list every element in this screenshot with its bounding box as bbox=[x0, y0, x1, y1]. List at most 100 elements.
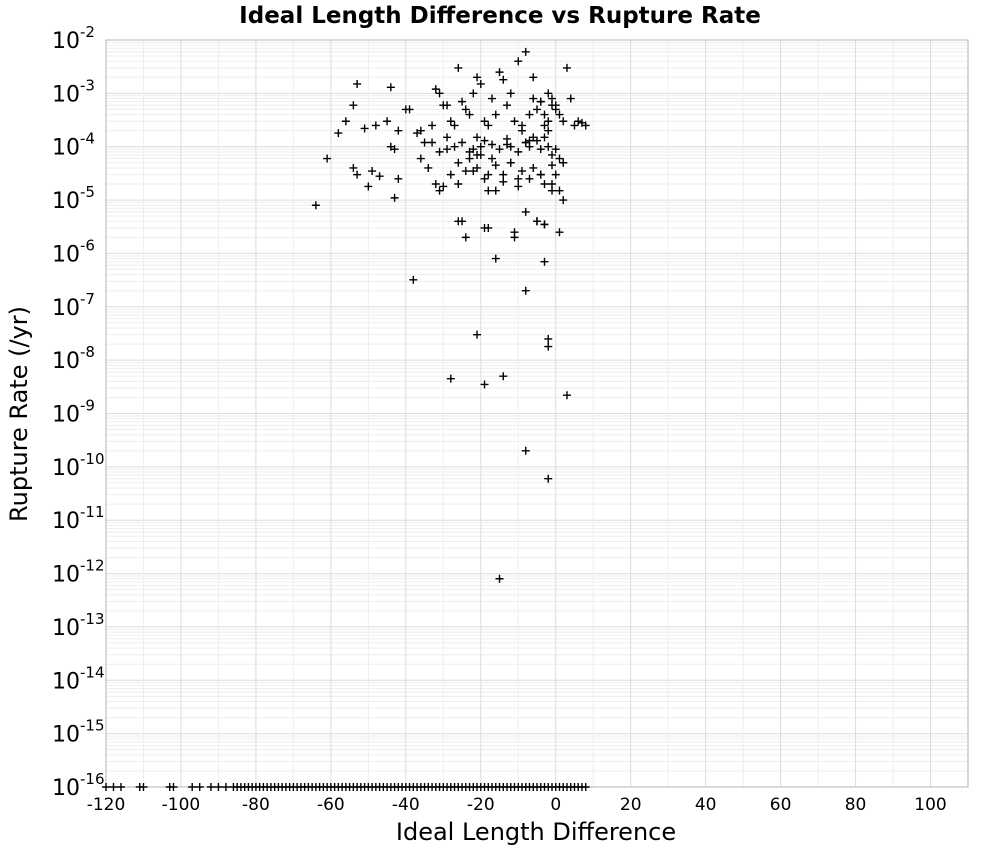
data-point bbox=[499, 372, 508, 381]
data-point bbox=[510, 233, 519, 242]
x-tick-label: 0 bbox=[550, 795, 561, 815]
y-tick-base: 10 bbox=[52, 296, 80, 321]
data-point bbox=[450, 142, 459, 151]
chart-title: Ideal Length Difference vs Rupture Rate bbox=[239, 3, 761, 29]
data-point bbox=[214, 783, 223, 791]
data-point bbox=[428, 138, 437, 147]
data-point bbox=[420, 138, 429, 147]
data-point bbox=[491, 110, 500, 119]
data-point bbox=[533, 105, 541, 114]
y-tick-label: 10 -14 bbox=[52, 663, 105, 694]
data-point bbox=[353, 170, 362, 179]
data-point bbox=[386, 83, 395, 92]
data-point bbox=[473, 133, 482, 142]
x-tick-label: 100 bbox=[914, 795, 946, 815]
data-point bbox=[484, 121, 493, 130]
data-point bbox=[416, 126, 425, 135]
y-tick-base: 10 bbox=[52, 82, 80, 107]
data-point bbox=[536, 145, 545, 154]
data-point bbox=[353, 79, 362, 88]
data-point bbox=[544, 342, 553, 351]
data-point bbox=[465, 147, 474, 156]
data-point bbox=[555, 186, 564, 195]
data-point bbox=[349, 101, 358, 110]
data-point bbox=[394, 126, 403, 135]
data-point bbox=[495, 145, 504, 154]
data-point bbox=[518, 126, 527, 135]
data-point bbox=[360, 124, 369, 133]
y-tick-base: 10 bbox=[52, 669, 80, 694]
data-point bbox=[454, 63, 463, 72]
data-point bbox=[488, 154, 497, 163]
data-point bbox=[547, 150, 556, 159]
data-point bbox=[206, 783, 215, 791]
y-tick-base: 10 bbox=[52, 189, 80, 214]
data-point bbox=[435, 147, 444, 156]
data-point bbox=[446, 374, 455, 383]
grid-layer bbox=[106, 39, 969, 788]
y-tick-base: 10 bbox=[52, 776, 80, 801]
x-tick-label: -40 bbox=[392, 795, 420, 815]
y-tick-label: 10 -9 bbox=[52, 397, 95, 428]
data-point bbox=[188, 783, 197, 791]
y-tick-base: 10 bbox=[52, 563, 80, 588]
data-point bbox=[435, 89, 444, 98]
data-point bbox=[555, 110, 564, 119]
data-point bbox=[518, 167, 527, 176]
data-point bbox=[446, 170, 455, 179]
points-layer bbox=[102, 47, 590, 791]
data-point bbox=[443, 133, 452, 142]
data-point bbox=[521, 286, 530, 295]
data-point bbox=[495, 68, 504, 77]
data-point bbox=[443, 145, 452, 154]
data-point bbox=[581, 121, 590, 130]
data-point bbox=[555, 228, 564, 237]
data-point bbox=[570, 121, 579, 130]
data-point bbox=[562, 391, 571, 400]
data-point bbox=[480, 380, 489, 389]
x-tick-label: 20 bbox=[620, 795, 642, 815]
data-point bbox=[311, 201, 320, 210]
data-point bbox=[454, 158, 463, 167]
x-tick-label: 80 bbox=[845, 795, 867, 815]
data-point bbox=[529, 94, 538, 103]
y-tick-base: 10 bbox=[52, 509, 80, 534]
data-point bbox=[529, 73, 538, 82]
x-tick-label: -20 bbox=[467, 795, 495, 815]
y-tick-exponent: -3 bbox=[80, 76, 95, 94]
y-tick-base: 10 bbox=[52, 723, 80, 748]
data-point bbox=[383, 117, 392, 126]
x-tick-label: -60 bbox=[317, 795, 345, 815]
data-point bbox=[540, 110, 549, 119]
data-point bbox=[529, 163, 538, 172]
data-point bbox=[525, 136, 534, 145]
data-point bbox=[424, 163, 433, 172]
data-point bbox=[581, 783, 590, 791]
data-point bbox=[533, 217, 541, 226]
data-point bbox=[559, 117, 568, 126]
data-point bbox=[547, 161, 556, 170]
data-point bbox=[458, 97, 467, 106]
y-tick-exponent: -5 bbox=[80, 183, 95, 201]
data-point bbox=[473, 73, 482, 82]
data-point bbox=[349, 163, 358, 172]
data-point bbox=[461, 105, 470, 114]
data-point bbox=[540, 180, 549, 189]
y-tick-exponent: -7 bbox=[80, 290, 95, 308]
data-point bbox=[405, 105, 414, 114]
data-point bbox=[514, 147, 523, 156]
data-point bbox=[491, 186, 500, 195]
data-point bbox=[364, 182, 373, 191]
data-point bbox=[514, 57, 523, 66]
data-point bbox=[428, 121, 437, 130]
data-point bbox=[368, 167, 377, 176]
y-tick-exponent: -9 bbox=[80, 397, 95, 415]
data-point bbox=[116, 783, 125, 791]
y-tick-exponent: -16 bbox=[80, 770, 105, 788]
data-point bbox=[461, 167, 470, 176]
data-point bbox=[551, 105, 560, 114]
data-point bbox=[484, 170, 493, 179]
y-tick-base: 10 bbox=[52, 616, 80, 641]
y-tick-label: 10 -5 bbox=[52, 183, 95, 214]
data-point bbox=[540, 121, 549, 130]
